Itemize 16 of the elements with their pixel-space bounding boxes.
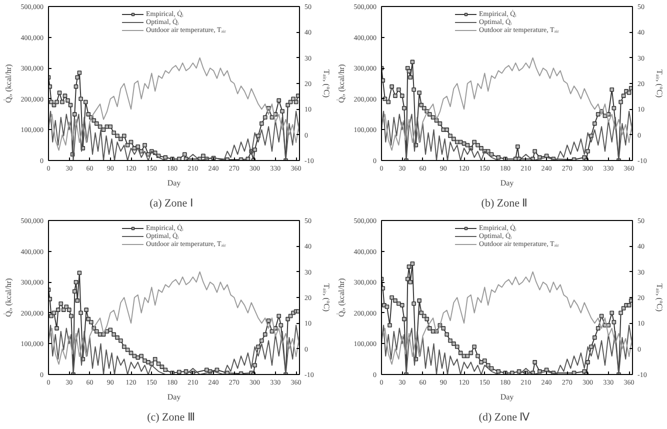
text: (c) Zone Ⅲ bbox=[147, 412, 196, 424]
y2-axis-title: Tₐᵢᵣ, (°C) bbox=[654, 69, 664, 98]
x-axis-title: Day bbox=[500, 178, 514, 188]
x-axis-title: Day bbox=[167, 392, 181, 402]
y2-axis-title: Tₐᵢᵣ, (°C) bbox=[322, 283, 331, 312]
x-axis-title: Day bbox=[167, 178, 181, 188]
text: (d) Zone Ⅳ bbox=[478, 412, 531, 424]
x-axis-title: Day bbox=[500, 392, 514, 402]
y-axis-title: Q̇ᵢ, (kcal/hr) bbox=[3, 64, 13, 103]
y-axis-title: Q̇ᵢ, (kcal/hr) bbox=[336, 278, 346, 317]
y2-axis-title: Tₐᵢᵣ, (°C) bbox=[654, 283, 664, 312]
y-axis-title: Q̇ᵢ, (kcal/hr) bbox=[336, 64, 346, 103]
y-axis-title: Q̇ᵢ, (kcal/hr) bbox=[3, 278, 13, 317]
y2-axis-title: Tₐᵢᵣ, (°C) bbox=[322, 69, 331, 98]
text: (a) Zone Ⅰ bbox=[150, 198, 193, 210]
text: (b) Zone Ⅱ bbox=[481, 198, 528, 210]
